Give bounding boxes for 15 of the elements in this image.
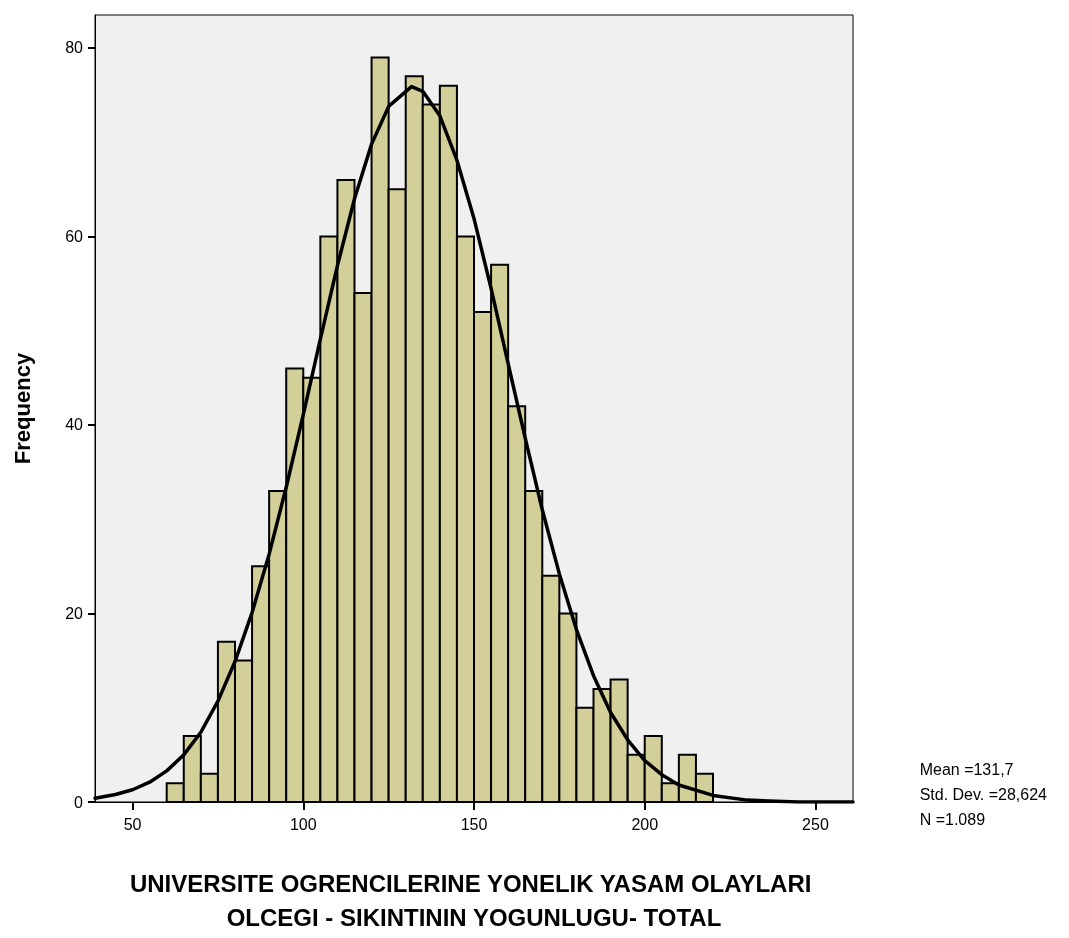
x-axis-title: UNIVERSITE OGRENCILERINE YONELIK YASAM OLAYLARI OLCEGI - SIKINTININ YOGUNLUGU- TOTAL — [129, 869, 819, 931]
x-tick-label: 250 — [802, 815, 829, 833]
x-tick-label: 50 — [123, 815, 142, 833]
y-tick-label: 60 — [65, 227, 84, 245]
x-tick-label: 200 — [631, 815, 659, 833]
x-tick-label: 150 — [460, 815, 488, 833]
y-tick-label: 80 — [65, 39, 84, 57]
text: Std. Dev. =28,624 — [919, 786, 1048, 803]
text: Mean =131,7 — [919, 761, 1014, 778]
text: N =1.089 — [919, 811, 986, 828]
y-tick-label: 40 — [65, 416, 84, 434]
y-axis-title: Frequency — [9, 352, 35, 465]
y-tick-label: 0 — [74, 793, 84, 811]
y-tick-label: 20 — [65, 605, 84, 622]
x-tick-label: 100 — [289, 815, 317, 833]
